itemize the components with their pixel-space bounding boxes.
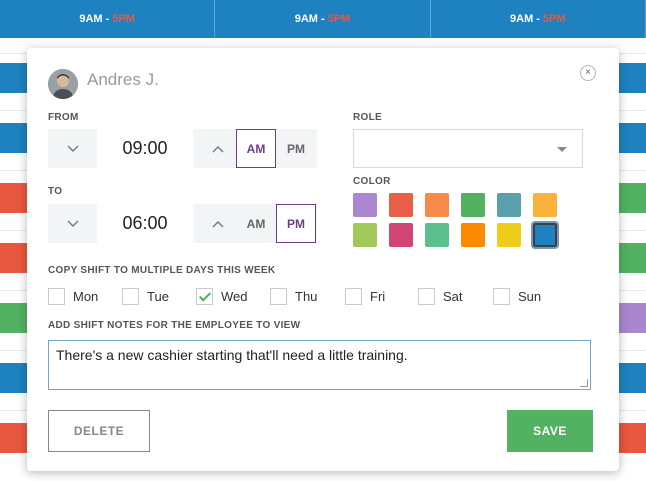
role-select[interactable] xyxy=(353,129,583,168)
delete-button[interactable]: DELETE xyxy=(48,410,150,452)
shift-block[interactable] xyxy=(616,123,646,153)
copy-days-label: COPY SHIFT TO MULTIPLE DAYS THIS WEEK xyxy=(48,265,276,276)
schedule-column-header[interactable]: 9AM - 5PM xyxy=(0,0,216,38)
color-swatch[interactable] xyxy=(353,193,377,217)
shift-block[interactable] xyxy=(0,363,30,393)
day-option-fri[interactable]: Fri xyxy=(345,286,385,306)
day-label: Mon xyxy=(73,288,99,304)
day-option-tue[interactable]: Tue xyxy=(122,286,169,306)
color-swatch[interactable] xyxy=(425,223,449,247)
day-label: Sun xyxy=(518,288,542,304)
day-checkbox[interactable] xyxy=(418,287,435,305)
chevron-down-icon xyxy=(67,220,78,227)
day-checkbox[interactable] xyxy=(270,287,287,305)
chevron-up-icon xyxy=(212,145,223,152)
employee-name: Andres J. xyxy=(87,70,159,89)
schedule-header: 9AM - 5PM 9AM - 5PM 9AM - 5PM xyxy=(0,0,646,38)
shift-block[interactable] xyxy=(616,183,646,213)
shift-block[interactable] xyxy=(0,243,30,273)
to-time-stepper: 06:00 xyxy=(48,204,242,243)
chevron-down-icon xyxy=(67,145,78,152)
shift-block[interactable] xyxy=(0,63,30,93)
shift-block[interactable] xyxy=(616,243,646,273)
notes-label: ADD SHIFT NOTES FOR THE EMPLOYEE TO VIEW xyxy=(48,320,301,331)
day-checkbox[interactable] xyxy=(48,287,65,305)
from-am-option[interactable]: AM xyxy=(236,129,276,168)
from-ampm-toggle: AM PM xyxy=(236,129,317,168)
day-label: Fri xyxy=(370,288,386,304)
chevron-up-icon xyxy=(212,220,223,227)
to-increment-button[interactable] xyxy=(193,204,242,243)
from-time-value[interactable]: 09:00 xyxy=(97,129,193,168)
color-swatch[interactable] xyxy=(353,223,377,247)
day-label: Thu xyxy=(295,288,318,304)
day-checkbox[interactable] xyxy=(122,287,139,305)
day-checkbox[interactable] xyxy=(196,287,213,305)
schedule-column-header[interactable]: 9AM - 5PM xyxy=(430,0,646,38)
shift-block[interactable] xyxy=(0,423,30,453)
color-swatch[interactable] xyxy=(389,193,413,217)
day-label: Wed xyxy=(221,288,248,304)
day-label: Sat xyxy=(443,288,463,304)
shift-block[interactable] xyxy=(616,303,646,333)
from-increment-button[interactable] xyxy=(193,129,242,168)
avatar-image xyxy=(48,69,78,99)
color-swatch[interactable] xyxy=(461,223,485,247)
day-option-sat[interactable]: Sat xyxy=(418,286,463,306)
color-swatch[interactable] xyxy=(425,193,449,217)
from-time-stepper: 09:00 xyxy=(48,129,242,168)
from-label: FROM xyxy=(48,112,79,123)
color-swatch[interactable] xyxy=(497,193,521,217)
shift-block[interactable] xyxy=(0,303,30,333)
resize-grip-icon[interactable] xyxy=(580,379,588,387)
color-swatch[interactable] xyxy=(389,223,413,247)
close-icon[interactable]: × xyxy=(580,65,596,81)
day-checkbox[interactable] xyxy=(493,287,510,305)
schedule-column-header[interactable]: 9AM - 5PM xyxy=(215,0,431,38)
color-swatch[interactable] xyxy=(531,221,559,249)
shift-block[interactable] xyxy=(0,123,30,153)
caret-down-icon xyxy=(557,147,567,152)
color-swatch[interactable] xyxy=(497,223,521,247)
shift-block[interactable] xyxy=(616,63,646,93)
to-am-option[interactable]: AM xyxy=(246,216,266,231)
color-swatch[interactable] xyxy=(533,193,557,217)
to-time-value[interactable]: 06:00 xyxy=(97,204,193,243)
from-pm-option[interactable]: PM xyxy=(287,141,305,156)
color-swatch[interactable] xyxy=(461,193,485,217)
avatar xyxy=(48,69,78,99)
shift-block[interactable] xyxy=(616,363,646,393)
day-option-thu[interactable]: Thu xyxy=(270,286,317,306)
day-checkbox[interactable] xyxy=(345,287,362,305)
to-pm-option[interactable]: PM xyxy=(276,204,316,243)
shift-block[interactable] xyxy=(616,423,646,453)
shift-notes-textarea[interactable]: There's a new cashier starting that'll n… xyxy=(48,340,591,390)
color-label: COLOR xyxy=(353,176,391,187)
shift-block[interactable] xyxy=(0,183,30,213)
to-decrement-button[interactable] xyxy=(48,204,97,243)
save-button[interactable]: SAVE xyxy=(507,410,593,452)
day-option-mon[interactable]: Mon xyxy=(48,286,98,306)
edit-shift-popover: × Andres J. FROM 09:00 AM PM TO 06:00 xyxy=(27,48,619,471)
to-label: TO xyxy=(48,186,63,197)
day-label: Tue xyxy=(147,288,169,304)
popover-arrow xyxy=(313,40,331,49)
to-ampm-toggle: AM PM xyxy=(236,204,317,243)
shift-notes-text: There's a new cashier starting that'll n… xyxy=(56,347,408,363)
day-option-wed[interactable]: Wed xyxy=(196,286,248,306)
day-option-sun[interactable]: Sun xyxy=(493,286,541,306)
from-decrement-button[interactable] xyxy=(48,129,97,168)
role-label: ROLE xyxy=(353,112,382,123)
